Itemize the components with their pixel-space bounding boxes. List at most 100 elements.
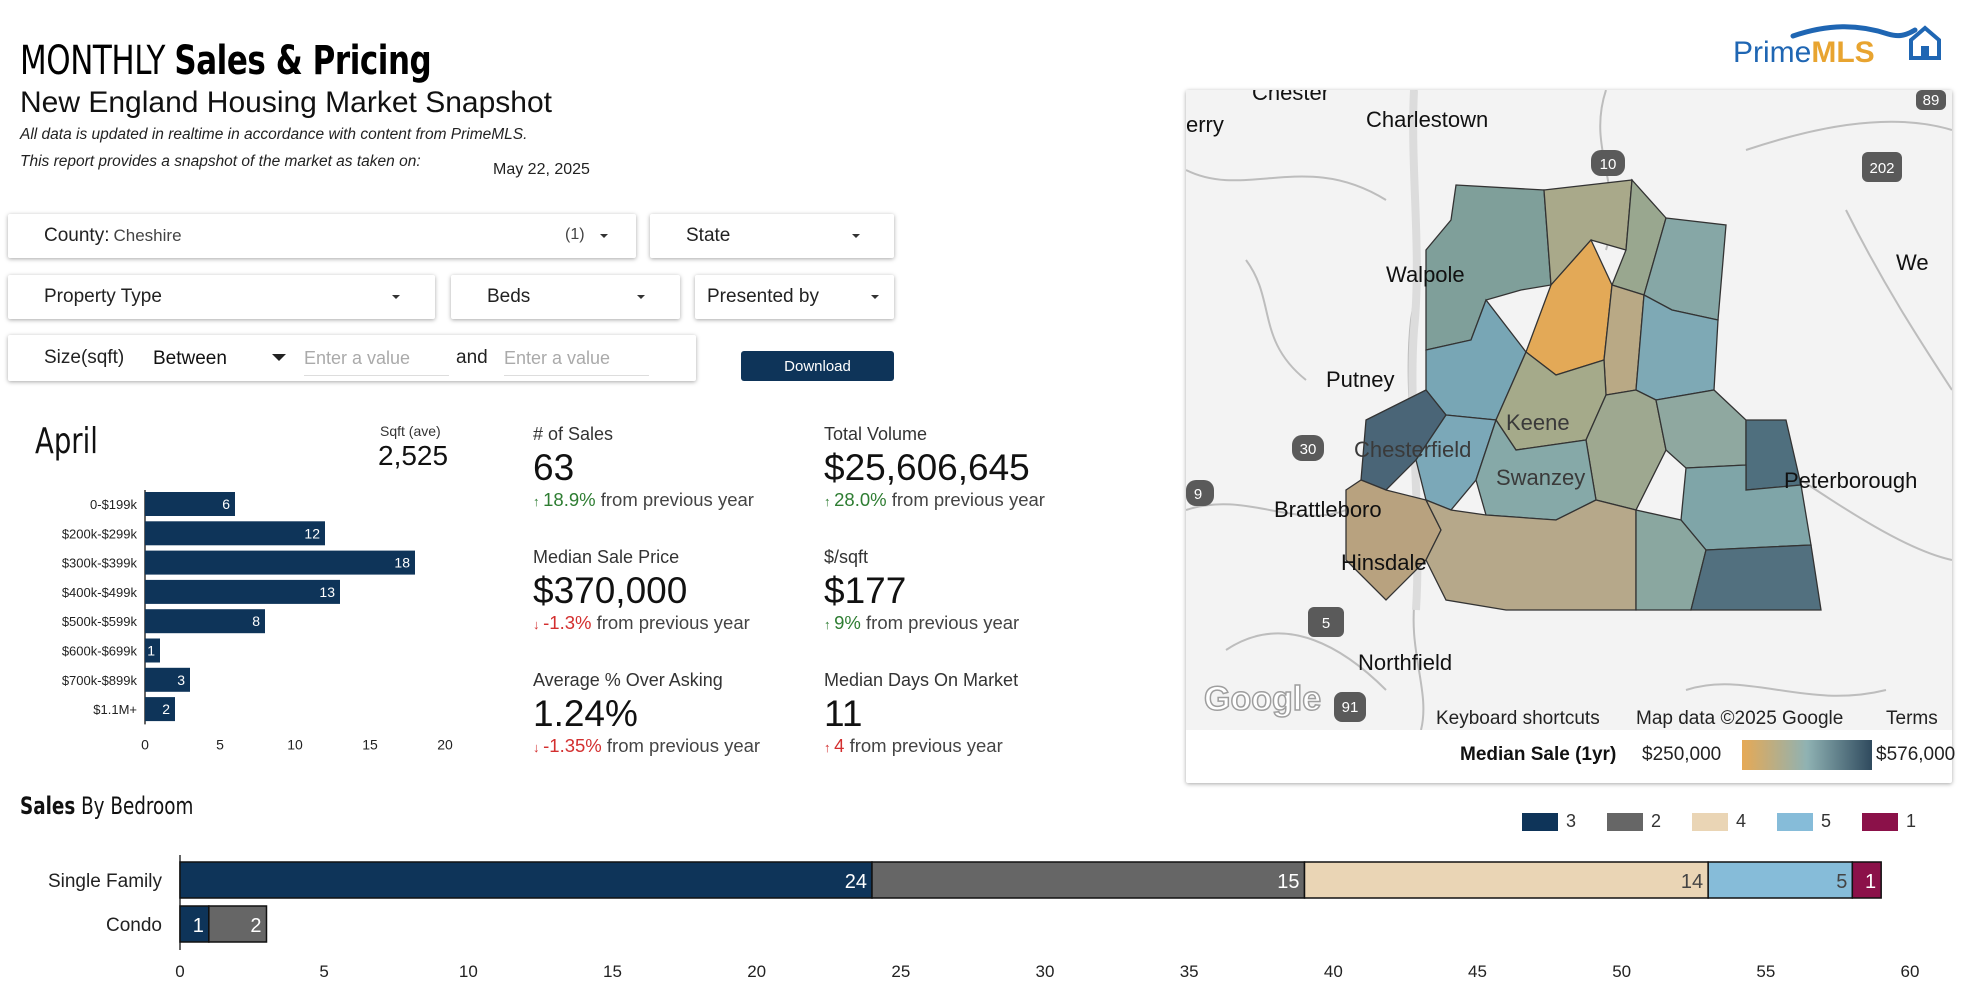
arrow-down-icon: ↓ bbox=[533, 740, 544, 755]
logo-swoosh-icon bbox=[1790, 24, 1941, 60]
bar-value-label: 18 bbox=[394, 555, 410, 571]
kpi-delta-value: -1.35% bbox=[543, 735, 607, 756]
keyboard-shortcuts-link[interactable]: Keyboard shortcuts bbox=[1436, 708, 1600, 729]
bedroom-bar-segment bbox=[1851, 861, 1882, 899]
kpi-label: Median Days On Market bbox=[824, 670, 1019, 690]
beds-label: Beds bbox=[487, 286, 531, 307]
route-shield-icon bbox=[1591, 150, 1625, 176]
property-type-filter[interactable]: Property Type bbox=[8, 275, 435, 319]
state-label: State bbox=[686, 225, 731, 246]
sqft-label: Sqft (ave) bbox=[380, 423, 441, 439]
svg-text:10: 10 bbox=[1600, 156, 1617, 173]
place-label: Walpole bbox=[1386, 262, 1465, 287]
legend-item: 1 bbox=[1862, 811, 1916, 832]
map-canvas[interactable]: Chester Charlestown erry Walpole We Putn… bbox=[1186, 90, 1952, 730]
x-tick-label: 10 bbox=[287, 736, 303, 750]
place-label: Chesterfield bbox=[1354, 437, 1471, 462]
size-operator-select[interactable]: Between bbox=[145, 343, 295, 373]
kpi-value: $370,000 bbox=[533, 570, 688, 611]
size-max-input[interactable]: Enter a value bbox=[504, 348, 649, 376]
bar-value-label: 8 bbox=[252, 613, 260, 629]
kpi-value: 1.24% bbox=[533, 693, 638, 734]
median-sale-map[interactable]: Chester Charlestown erry Walpole We Putn… bbox=[1186, 90, 1956, 783]
price-bar bbox=[145, 521, 325, 546]
bar-value-label: 2 bbox=[162, 701, 170, 717]
x-tick-label: 20 bbox=[437, 736, 453, 750]
route-shield-icon bbox=[1308, 607, 1344, 637]
x-tick-label: 10 bbox=[459, 962, 478, 981]
terms-link[interactable]: Terms bbox=[1886, 708, 1938, 729]
primemls-logo: PrimeMLS bbox=[1733, 22, 1943, 72]
legend-swatch bbox=[1522, 812, 1558, 831]
bar-value-label: 3 bbox=[177, 672, 185, 688]
kpi-delta-suffix: from previous year bbox=[849, 735, 1003, 756]
legend-item: 3 bbox=[1522, 811, 1576, 832]
x-tick-label: 5 bbox=[319, 962, 328, 981]
bar-value-label: 1 bbox=[147, 643, 155, 659]
kpi-delta-value: 4 bbox=[834, 735, 850, 756]
x-tick-label: 0 bbox=[175, 962, 184, 981]
kpi-label: Average % Over Asking bbox=[533, 670, 723, 690]
kpi-delta-value: 28.0% bbox=[834, 489, 892, 510]
state-filter[interactable]: State bbox=[650, 214, 894, 258]
arrow-up-icon: ↑ bbox=[824, 740, 835, 755]
legend-swatch bbox=[1692, 812, 1728, 831]
legend-swatch bbox=[1777, 812, 1813, 831]
x-tick-label: 0 bbox=[141, 736, 149, 750]
place-label: Swanzey bbox=[1496, 465, 1585, 490]
x-tick-label: 25 bbox=[891, 962, 910, 981]
price-bar bbox=[145, 638, 160, 663]
legend-label: 5 bbox=[1821, 811, 1832, 831]
bedroom-bar-segment bbox=[871, 861, 1306, 899]
price-bar bbox=[145, 609, 265, 634]
legend-item: 5 bbox=[1777, 811, 1831, 832]
kpi-card: Median Days On Market 11 ↑ 4 from previous… bbox=[824, 670, 1018, 757]
chevron-down-icon bbox=[637, 295, 645, 299]
kpi-label: Median Sale Price bbox=[533, 547, 680, 567]
presented-by-filter[interactable]: Presented by bbox=[695, 275, 894, 319]
download-button[interactable]: Download bbox=[741, 351, 894, 381]
segment-value-label: 2 bbox=[250, 915, 261, 937]
svg-text:202: 202 bbox=[1869, 160, 1894, 177]
route-shield-icon bbox=[1292, 435, 1324, 461]
bedroom-bar-segment bbox=[1303, 861, 1709, 899]
kpi-value: 11 bbox=[824, 693, 863, 734]
kpi-value: 63 bbox=[533, 447, 575, 488]
kpi-card: $/sqft $177 ↑ 9% from previous year bbox=[824, 547, 1019, 634]
map-legend-max: $576,000 bbox=[1876, 744, 1956, 765]
kpi-delta-value: 18.9% bbox=[543, 489, 601, 510]
legend-label: 3 bbox=[1566, 811, 1577, 831]
chevron-down-icon bbox=[600, 234, 608, 238]
size-min-input[interactable]: Enter a value bbox=[304, 348, 449, 376]
place-label: Hinsdale bbox=[1341, 550, 1427, 575]
place-label: Peterborough bbox=[1784, 468, 1917, 493]
bedroom-bar-segment bbox=[1707, 861, 1854, 899]
place-label: Northfield bbox=[1358, 650, 1452, 675]
category-label: $300k-$399k bbox=[62, 556, 138, 571]
legend-label: 2 bbox=[1651, 811, 1662, 831]
route-shield-icon bbox=[1862, 152, 1902, 182]
kpi-delta-suffix: from previous year bbox=[866, 612, 1020, 633]
title-prefix: MONTHLY bbox=[20, 38, 165, 84]
google-watermark: Google bbox=[1204, 680, 1321, 718]
category-label: $700k-$899k bbox=[62, 673, 138, 688]
segment-value-label: 15 bbox=[1277, 871, 1299, 893]
category-label: Condo bbox=[106, 915, 162, 936]
svg-text:9: 9 bbox=[1194, 486, 1202, 503]
county-filter[interactable]: County: Cheshire (1) bbox=[8, 214, 636, 258]
kpi-value: $177 bbox=[824, 570, 907, 611]
realtime-note: All data is updated in realtime in accor… bbox=[20, 126, 528, 143]
route-shield-icon bbox=[1916, 90, 1946, 110]
bar-value-label: 12 bbox=[304, 525, 320, 541]
size-and-label: and bbox=[456, 347, 488, 368]
kpi-card: Median Sale Price $370,000 ↓ -1.3% from pr… bbox=[533, 547, 750, 634]
kpi-delta-suffix: from previous year bbox=[606, 735, 761, 756]
presented-by-label: Presented by bbox=[707, 286, 819, 307]
category-label: $600k-$699k bbox=[62, 644, 138, 659]
beds-filter[interactable]: Beds bbox=[451, 275, 680, 319]
category-label: $200k-$299k bbox=[62, 526, 138, 541]
logo-text-prime: Prime bbox=[1733, 36, 1812, 69]
legend-label: 1 bbox=[1906, 811, 1917, 831]
x-tick-label: 60 bbox=[1901, 962, 1920, 981]
bedroom-section-title: Sales By Bedroom bbox=[20, 792, 193, 820]
